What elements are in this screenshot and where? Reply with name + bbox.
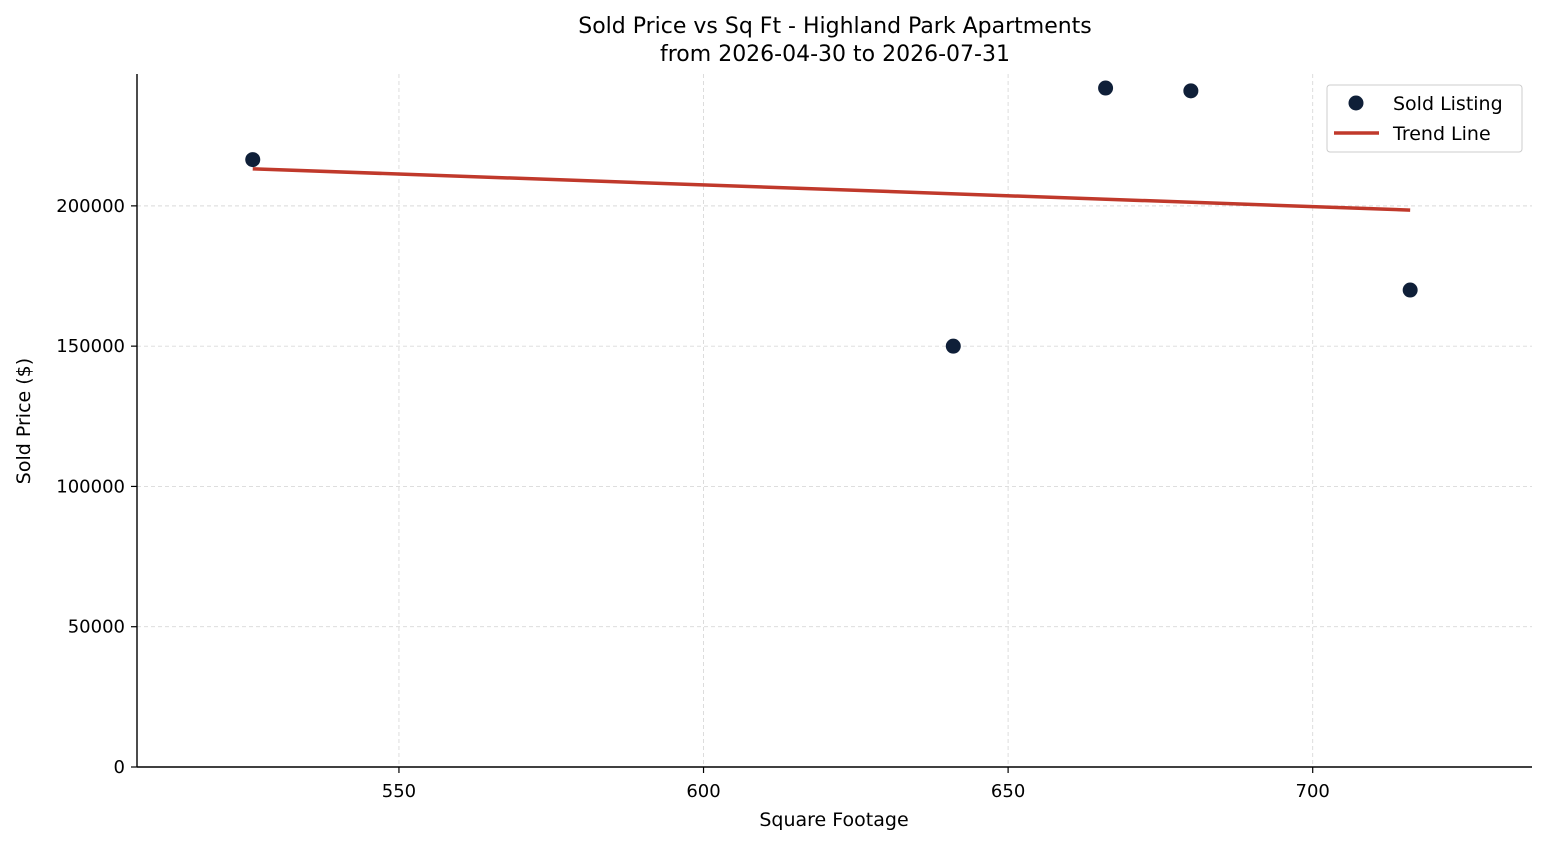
scatter-point	[945, 338, 961, 354]
y-tick-label: 200000	[56, 196, 125, 217]
chart-title: Sold Price vs Sq Ft - Highland Park Apar…	[578, 14, 1092, 39]
legend: Sold Listing Trend Line	[1326, 84, 1523, 153]
scatter-point	[1098, 80, 1114, 96]
y-tick-label: 0	[114, 757, 125, 778]
y-tick-label: 150000	[56, 336, 125, 357]
legend-entry-label: Sold Listing	[1393, 93, 1503, 115]
y-axis-label: Sold Price ($)	[13, 358, 35, 484]
legend-marker-scatter	[1348, 95, 1364, 111]
text-layer: Sold Price vs Sq Ft - Highland Park Apar…	[13, 14, 1092, 831]
chart-subtitle: from 2026-04-30 to 2026-07-31	[660, 42, 1010, 67]
x-tick-label: 600	[686, 781, 720, 802]
legend-entry-label: Trend Line	[1392, 123, 1491, 145]
series-layer	[245, 80, 1418, 354]
axes-layer	[136, 74, 1532, 768]
y-tick-label: 100000	[56, 476, 125, 497]
y-tick-label: 50000	[68, 617, 125, 638]
scatter-point	[1402, 282, 1418, 298]
grid-layer	[137, 74, 1532, 768]
x-tick-label: 650	[991, 781, 1025, 802]
x-axis-label: Square Footage	[759, 809, 908, 831]
x-tick-label: 550	[382, 781, 416, 802]
ticks-layer: 550 600 650 700 0 50000 100000 150000 200000	[56, 196, 1330, 802]
x-tick-label: 700	[1296, 781, 1330, 802]
scatter-point	[1183, 83, 1199, 99]
scatter-point	[245, 152, 261, 168]
legend-box	[1326, 84, 1523, 153]
trend-line	[252, 167, 1411, 212]
